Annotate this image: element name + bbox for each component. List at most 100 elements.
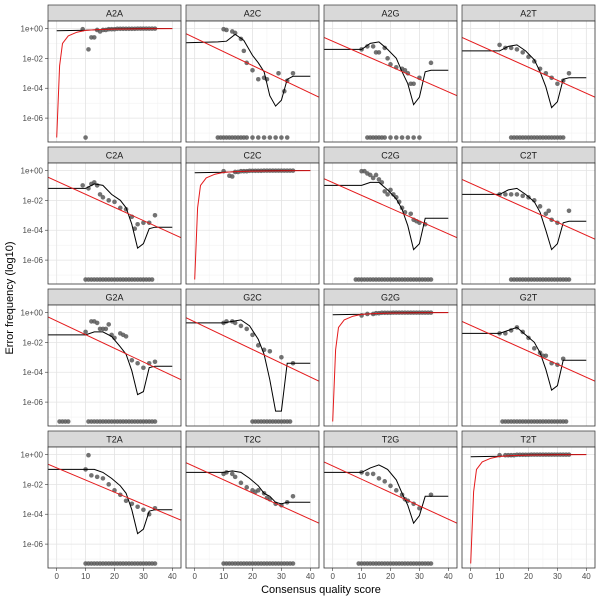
data-point (279, 354, 284, 360)
data-point (388, 62, 393, 67)
zero-count-point (244, 135, 250, 140)
zero-count-point (287, 419, 293, 424)
zero-count-point (65, 419, 71, 424)
data-point (255, 76, 261, 82)
data-point (370, 44, 376, 49)
y-tick-label: 1e-06 (23, 540, 44, 549)
panel-border (185, 20, 320, 143)
x-tick-label: 20 (110, 572, 119, 581)
nominal-error-line (48, 176, 181, 239)
data-point (123, 498, 129, 504)
y-tick-label: 1e+00 (21, 450, 44, 459)
data-point (566, 208, 572, 214)
data-point (402, 67, 408, 73)
data-point (224, 27, 229, 33)
data-point (531, 346, 537, 351)
panel-T2A: T2A 1e+00 1e-02 1e-04 1e-06 0 10 20 30 40 (21, 430, 182, 581)
panel-data (462, 320, 595, 424)
zero-count-point (411, 135, 416, 140)
x-tick-label: 40 (306, 572, 315, 581)
x-tick-label: 20 (524, 572, 533, 581)
data-point (520, 50, 526, 55)
zero-count-point (560, 135, 566, 140)
data-point (385, 192, 390, 197)
zero-count-point (382, 135, 388, 140)
data-point (255, 343, 261, 348)
fitted-error-line (186, 319, 311, 412)
data-point (370, 471, 376, 477)
data-point (382, 479, 388, 484)
zero-count-point (405, 135, 411, 140)
nominal-error-line (462, 320, 595, 382)
x-tick-label: 20 (248, 572, 257, 581)
panel-border (461, 20, 596, 143)
data-point (106, 482, 112, 487)
panel-data (186, 462, 319, 566)
y-tick-label: 1e-06 (23, 398, 44, 407)
data-point (428, 60, 434, 66)
data-point (229, 471, 235, 477)
data-point (267, 349, 273, 354)
data-point (388, 483, 393, 489)
x-tick-label: 10 (357, 572, 366, 581)
data-point (543, 353, 549, 359)
y-tick-label: 1e-02 (23, 196, 44, 205)
data-point (123, 334, 129, 339)
x-tick-label: 30 (139, 572, 148, 581)
x-tick-label: 30 (277, 572, 286, 581)
panel-data (48, 176, 181, 282)
data-point (408, 211, 414, 217)
data-point (91, 35, 97, 40)
data-point (365, 44, 370, 49)
data-point (232, 320, 238, 326)
zero-count-point (284, 135, 290, 140)
nominal-error-line (324, 36, 457, 97)
data-point (382, 189, 388, 194)
panel-data (48, 452, 181, 566)
panel-data (332, 310, 449, 422)
panel-data (324, 461, 457, 566)
nominal-error-line (462, 178, 595, 240)
data-point (129, 501, 135, 507)
x-tick-label: 30 (415, 572, 424, 581)
panel-title: G2A (105, 293, 123, 303)
nominal-error-line (186, 462, 319, 524)
data-point (94, 474, 100, 480)
data-point (250, 67, 255, 73)
panel-A2C: A2C (185, 4, 320, 143)
y-tick-label: 1e-04 (23, 368, 44, 377)
data-point (141, 365, 146, 371)
zero-count-point (261, 135, 267, 140)
panel-C2T: C2T (461, 146, 596, 285)
panel-title: G2C (243, 293, 262, 303)
x-tick-label: 0 (330, 572, 335, 581)
data-point (244, 326, 250, 332)
panel-G2T: G2T (461, 288, 596, 427)
fitted-error-line (462, 44, 587, 109)
nominal-error-line (48, 316, 181, 381)
zero-count-point (566, 277, 572, 282)
panel-data (462, 36, 595, 140)
panel-data (470, 452, 587, 564)
nominal-error-line (324, 461, 457, 524)
data-point (152, 212, 158, 218)
data-point (103, 326, 109, 332)
y-tick-label: 1e-02 (23, 54, 44, 63)
data-point (91, 180, 97, 185)
x-tick-label: 40 (444, 572, 453, 581)
panel-border (461, 162, 596, 285)
y-tick-label: 1e+00 (21, 308, 44, 317)
panel-title: C2A (106, 151, 124, 161)
nominal-error-line (186, 317, 319, 382)
y-tick-label: 1e-06 (23, 114, 44, 123)
panel-border (47, 20, 182, 143)
y-tick-label: 1e-02 (23, 480, 44, 489)
data-point (135, 504, 140, 510)
zero-count-point (428, 277, 434, 282)
data-point (376, 177, 382, 182)
zero-count-point (393, 135, 399, 140)
data-point (382, 45, 388, 51)
data-point (503, 192, 508, 197)
zero-count-point (83, 135, 88, 140)
data-point (546, 208, 552, 214)
